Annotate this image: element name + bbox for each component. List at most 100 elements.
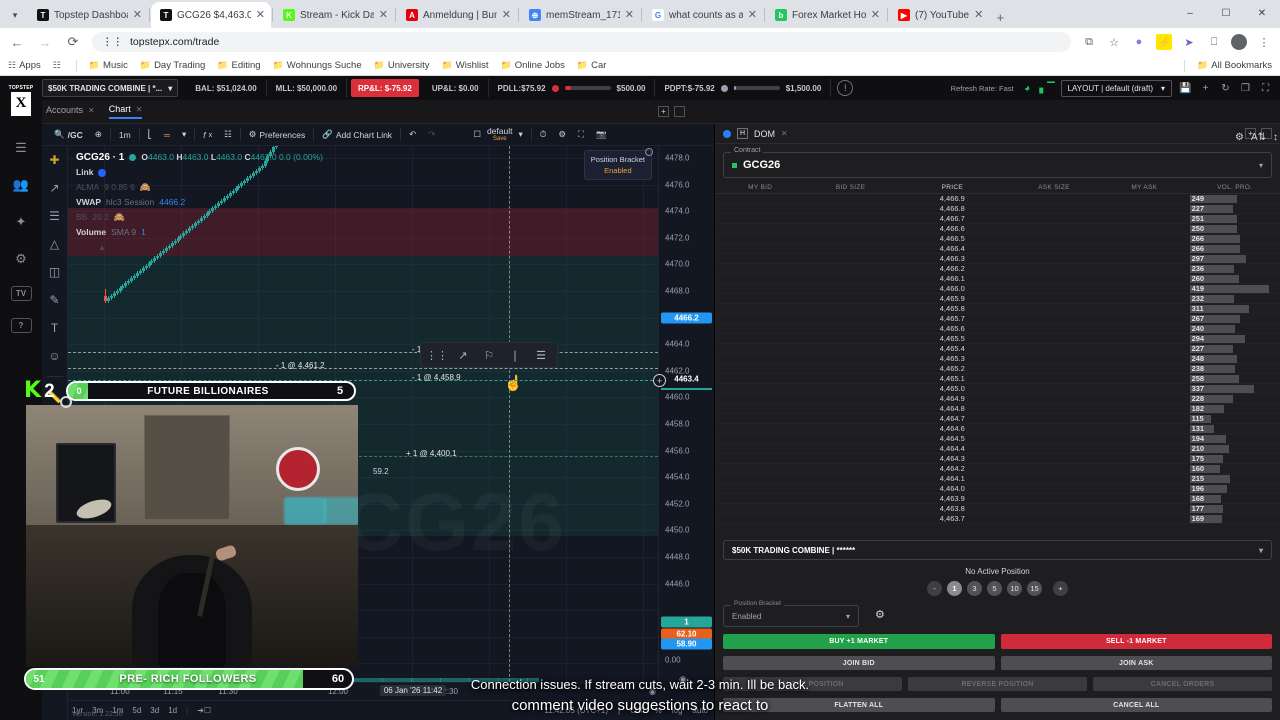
dom-ladder-row[interactable]: 4,466.3 297	[715, 254, 1280, 264]
dom-ladder-row[interactable]: 4,464.7 115	[715, 414, 1280, 424]
cell-price[interactable]: 4,464.9	[939, 394, 965, 403]
dom-ladder-row[interactable]: 4,463.9 168	[715, 494, 1280, 504]
forward-icon[interactable]: →	[38, 34, 52, 50]
install-icon[interactable]: ⧉	[1085, 35, 1093, 48]
range-button-1m[interactable]: 1m	[112, 706, 124, 715]
help-question-icon[interactable]: ?	[10, 318, 32, 333]
close-icon[interactable]: ✕	[781, 129, 788, 138]
tab-chart[interactable]: Chart ✕	[108, 104, 143, 119]
hidden-eye-icon[interactable]: 🙈	[113, 212, 126, 222]
cell-price[interactable]: 4,464.3	[939, 454, 965, 463]
browser-tab[interactable]: T Topstep Dashboard ✕	[28, 2, 148, 28]
redo-arrow-icon[interactable]: ↷	[428, 129, 436, 139]
link-color-dot[interactable]	[98, 168, 107, 177]
close-icon[interactable]: ✕	[624, 8, 634, 21]
browser-tab[interactable]: A Anmeldung | Bundesagen ✕	[397, 2, 517, 28]
cell-price[interactable]: 4,465.6	[939, 324, 965, 333]
bookmark-item[interactable]: 📁 Car	[577, 60, 607, 71]
settings-sliders-icon[interactable]: ☰	[536, 349, 546, 362]
extension-bolt-icon[interactable]: ⚡	[1156, 34, 1172, 50]
dom-tab-label[interactable]: DOM	[754, 128, 775, 139]
dom-ladder-row[interactable]: 4,465.9 232	[715, 294, 1280, 304]
order-line[interactable]: - 1 @ 4,458.9	[68, 345, 658, 354]
extension-puzzle-icon[interactable]: ●	[1135, 36, 1143, 48]
range-button-1yr[interactable]: 1yr	[72, 706, 84, 715]
dom-account-selector[interactable]: $50K TRADING COMBINE | ****** ▾	[723, 540, 1272, 560]
fullscreen-icon[interactable]: ⛶	[578, 129, 584, 139]
cell-price[interactable]: 4,465.5	[939, 334, 965, 343]
dom-position-bracket-selector[interactable]: Position Bracket Enabled ▾	[723, 600, 859, 627]
add-panel-button[interactable]: +	[1245, 128, 1256, 139]
bookmark-item[interactable]: 📁 Wishlist	[442, 60, 489, 71]
quantity-button-1[interactable]: 1	[947, 581, 962, 596]
cell-price[interactable]: 4,465.0	[939, 384, 965, 393]
browser-tab[interactable]: ▶ (7) YouTube ✕	[889, 2, 990, 28]
dom-ladder-row[interactable]: 4,466.1 260	[715, 274, 1280, 284]
minimize-button[interactable]: –	[1187, 7, 1193, 19]
close-window-button[interactable]: ✕	[1257, 7, 1267, 19]
hidden-eye-icon[interactable]: 🙈	[139, 182, 152, 192]
bookmark-item[interactable]: ☷ Apps	[8, 60, 41, 71]
undo-arrow-icon[interactable]: ↶	[409, 129, 417, 139]
browser-tab[interactable]: T GCG26 $4,463.0 ▲ +0.26% ✕	[151, 2, 271, 28]
cell-price[interactable]: 4,464.6	[939, 424, 965, 433]
drawing-context-popup[interactable]: ⋮⋮ ↗ ⚐ ❘ ☰	[420, 342, 558, 368]
browser-tab[interactable]: K Stream - Kick Dashboard ✕	[274, 2, 394, 28]
tab-search-caret-icon[interactable]: ▾	[12, 9, 18, 20]
cell-price[interactable]: 4,464.0	[939, 484, 965, 493]
buy-market-button[interactable]: BUY +1 MARKET	[723, 634, 995, 649]
cell-price[interactable]: 4,465.4	[939, 344, 965, 353]
dom-ladder-row[interactable]: 4,464.6 131	[715, 424, 1280, 434]
legend-collapse-row[interactable]: ▴	[76, 240, 323, 255]
legend-bb-row[interactable]: BB 20 2 🙈	[76, 210, 323, 225]
trendline-icon[interactable]: ↗	[49, 181, 60, 195]
kebab-menu-icon[interactable]: ⋮	[1258, 36, 1270, 49]
join-ask-button[interactable]: JOIN ASK	[1000, 656, 1272, 670]
add-chart-link-button[interactable]: 🔗 Add Chart Link	[316, 127, 398, 143]
dom-ladder-row[interactable]: 4,465.4 227	[715, 344, 1280, 354]
dom-ladder-row[interactable]: 4,465.2 238	[715, 364, 1280, 374]
bookmark-item[interactable]: ☷	[53, 60, 64, 71]
close-icon[interactable]: ✕	[974, 8, 984, 21]
close-icon[interactable]: ✕	[870, 8, 880, 21]
quantity-button-5[interactable]: 5	[987, 581, 1002, 596]
cell-price[interactable]: 4,465.1	[939, 374, 965, 383]
fib-icon[interactable]: △	[49, 237, 60, 251]
maximize-button[interactable]: ☐	[1221, 7, 1231, 19]
close-icon[interactable]: ✕	[88, 105, 95, 115]
row-height-icon[interactable]: ↕	[1273, 132, 1278, 143]
legend-symbol-row[interactable]: GCG26 · 1 O4463.0 H4463.0 L4463.0 C4463.…	[76, 150, 323, 165]
order-line-entry[interactable]: - 1 @ 4,458.9 +	[68, 373, 666, 387]
cell-price[interactable]: 4,466.0	[939, 284, 965, 293]
vertical-line-icon[interactable]: ❘	[510, 349, 520, 362]
dom-ladder-row[interactable]: 4,466.5 266	[715, 234, 1280, 244]
dom-ladder-row[interactable]: 4,465.7 267	[715, 314, 1280, 324]
brush-icon[interactable]: ✎	[49, 293, 60, 307]
scale-auto[interactable]: auto	[692, 706, 708, 715]
dom-ladder-row[interactable]: 4,465.6 240	[715, 324, 1280, 334]
site-settings-icon[interactable]: ⋮⋮	[102, 36, 123, 48]
scale-percent[interactable]: %	[654, 706, 662, 715]
tab-accounts[interactable]: Accounts ✕	[46, 105, 95, 118]
dom-ladder-row[interactable]: 4,464.4 210	[715, 444, 1280, 454]
grid-layouts-icon[interactable]: ☷	[224, 129, 232, 139]
quantity-button-3[interactable]: 3	[967, 581, 982, 596]
emoji-icon[interactable]: ☺	[48, 349, 61, 363]
crosshair-icon[interactable]: ✚	[49, 153, 60, 167]
close-icon[interactable]: ✕	[255, 8, 265, 21]
preferences-button[interactable]: ⚙ Preferences	[243, 127, 311, 143]
dom-ladder-row[interactable]: 4,465.8 311	[715, 304, 1280, 314]
layout-selector[interactable]: LAYOUT | default (draft) ▾	[1060, 79, 1172, 97]
symbol-search[interactable]: 🔍 /GC	[48, 127, 89, 143]
bookmark-item[interactable]: 📁 University	[374, 60, 430, 71]
interval-selector[interactable]: 1m	[118, 129, 131, 140]
duplicate-icon[interactable]: ❐	[1241, 82, 1250, 94]
flag-icon[interactable]: ⚐	[484, 349, 494, 362]
font-size-icon[interactable]: A⇅	[1250, 132, 1266, 143]
maximize-panel-button[interactable]	[1261, 128, 1272, 139]
cell-price[interactable]: 4,465.2	[939, 364, 965, 373]
extension-bird-icon[interactable]: ➤	[1184, 36, 1194, 49]
